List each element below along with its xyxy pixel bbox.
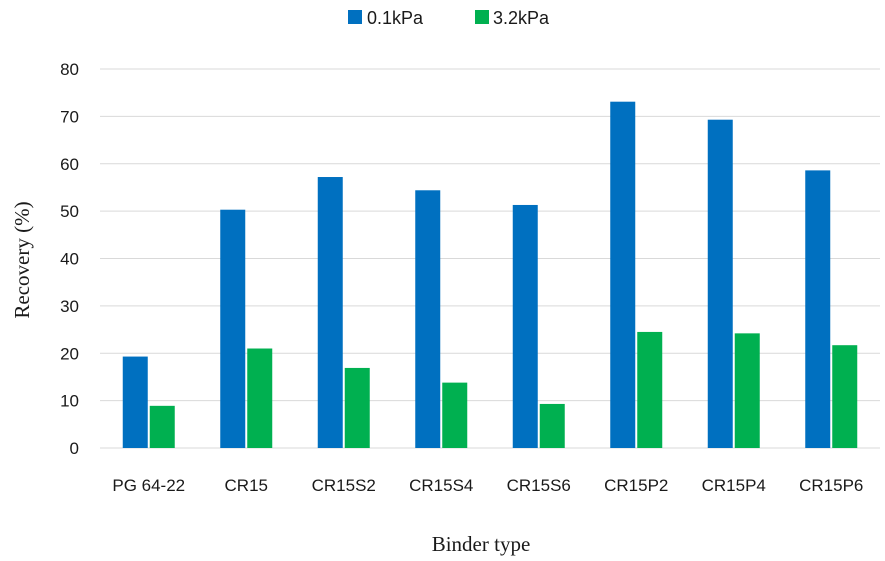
x-tick-label: CR15S6 (507, 476, 571, 495)
bar-cr15p4-series-1 (734, 333, 760, 448)
bar-cr15s6-series-0 (512, 204, 538, 448)
x-tick-label: PG 64-22 (112, 476, 185, 495)
bar-cr15p6-series-0 (805, 170, 831, 448)
gridlines (100, 68, 880, 449)
x-tick-label: CR15P4 (702, 476, 766, 495)
y-tick-label-10: 10 (60, 392, 79, 411)
y-axis-ticks: 0 10 20 30 40 50 60 70 80 (60, 60, 79, 458)
bar-cr15p2-series-0 (610, 101, 636, 448)
legend: 0.1kPa 3.2kPa (348, 8, 550, 28)
bar-cr15p4-series-0 (707, 119, 733, 448)
y-tick-label-20: 20 (60, 344, 79, 363)
bar-cr15-series-1 (247, 348, 273, 448)
bar-pg-64-22-series-1 (149, 405, 175, 448)
y-tick-label-50: 50 (60, 202, 79, 221)
bar-cr15-series-0 (220, 209, 246, 448)
y-tick-label-80: 80 (60, 60, 79, 79)
y-tick-label-0: 0 (70, 439, 79, 458)
x-axis-ticks: PG 64-22 CR15 CR15S2 CR15S4 CR15S6 CR15P2 CR15… (112, 476, 863, 495)
bars (122, 101, 858, 448)
x-tick-label: CR15S2 (312, 476, 376, 495)
bar-cr15s4-series-1 (442, 382, 468, 448)
bar-cr15s2-series-0 (317, 177, 343, 448)
bar-cr15p6-series-1 (832, 345, 858, 448)
x-axis-title: Binder type (432, 532, 531, 556)
y-axis-title: Recovery (%) (10, 201, 34, 318)
legend-swatch-0-1kpa (348, 10, 362, 24)
bar-cr15s6-series-1 (539, 403, 565, 448)
bar-pg-64-22-series-0 (122, 356, 148, 448)
x-tick-label: CR15 (225, 476, 268, 495)
x-tick-label: CR15S4 (409, 476, 473, 495)
y-tick-label-60: 60 (60, 155, 79, 174)
x-tick-label: CR15P2 (604, 476, 668, 495)
bar-cr15s4-series-0 (415, 190, 441, 448)
y-tick-label-30: 30 (60, 297, 79, 316)
bar-cr15p2-series-1 (637, 331, 663, 448)
bar-cr15s2-series-1 (344, 367, 370, 448)
y-tick-label-70: 70 (60, 107, 79, 126)
y-tick-label-40: 40 (60, 250, 79, 269)
legend-swatch-3-2kpa (475, 10, 489, 24)
legend-label-0-1kpa: 0.1kPa (367, 8, 424, 28)
x-tick-label: CR15P6 (799, 476, 863, 495)
legend-label-3-2kpa: 3.2kPa (493, 8, 550, 28)
